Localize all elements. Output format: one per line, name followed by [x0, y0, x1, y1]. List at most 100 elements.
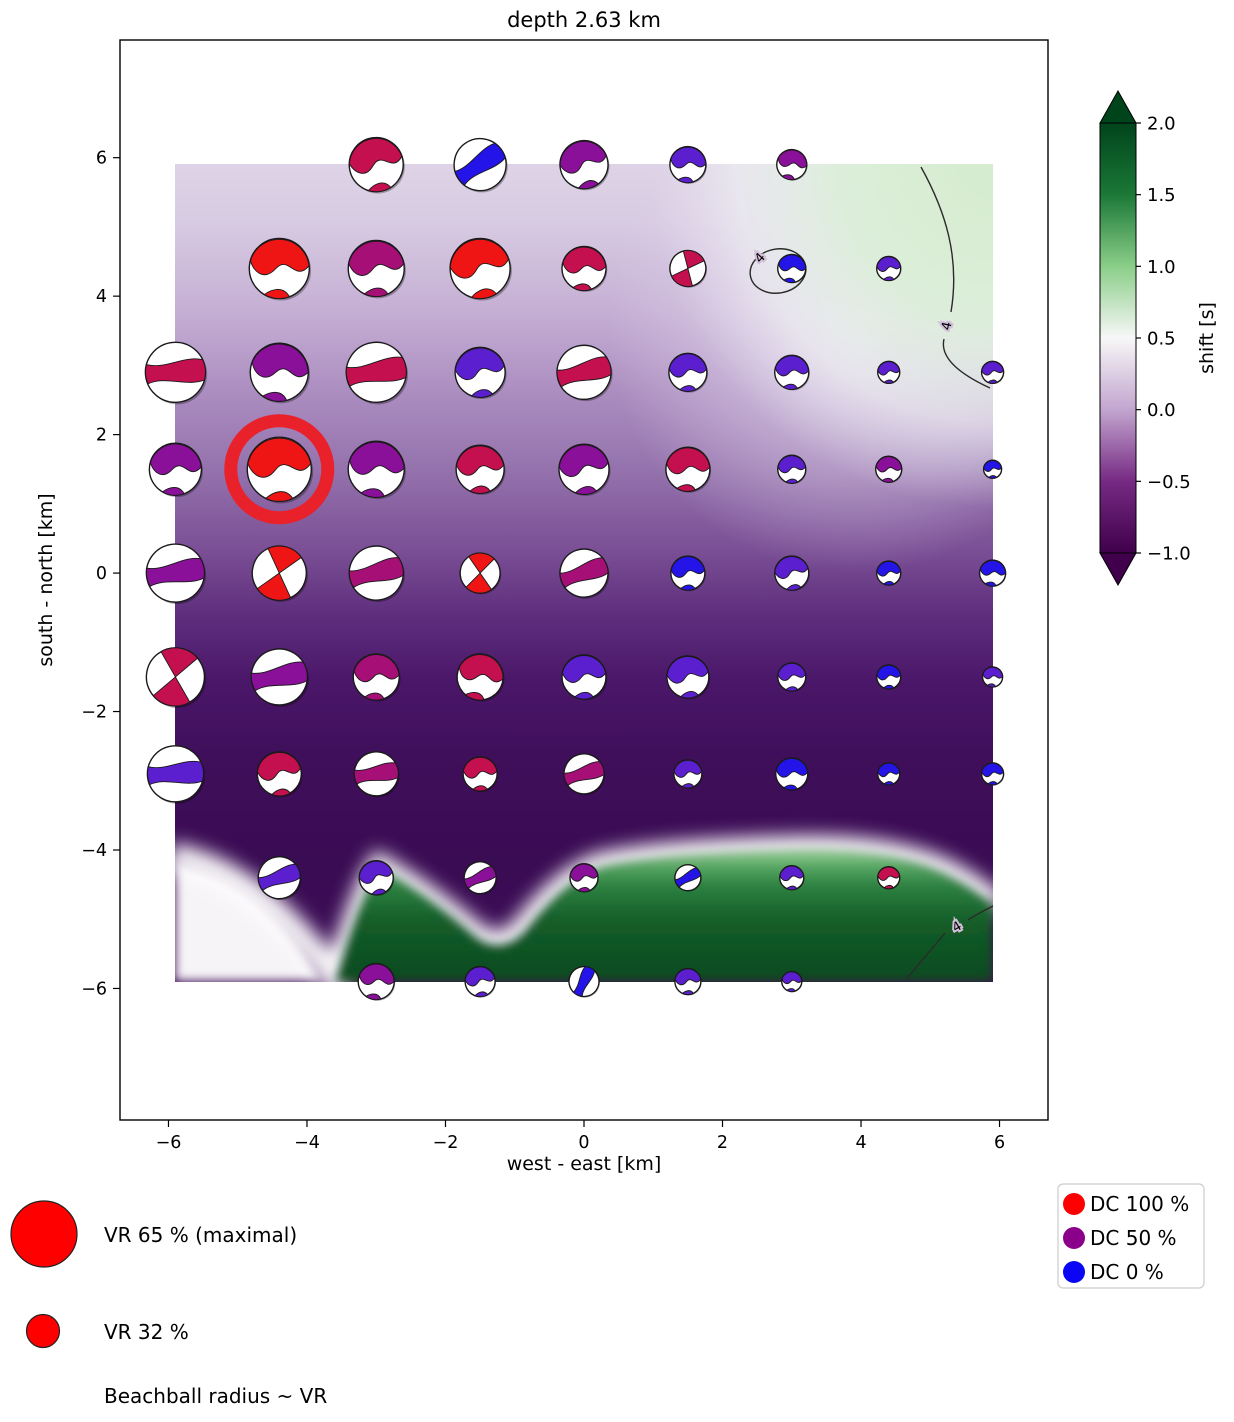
beachball [878, 361, 901, 384]
dc-legend-label: DC 0 % [1090, 1260, 1164, 1284]
colorbar-arrow-up [1099, 89, 1137, 124]
beachball [981, 666, 1004, 689]
beachball [669, 353, 708, 392]
beachball [345, 438, 408, 501]
beachball [556, 136, 613, 193]
colorbar-tick-label: 0.0 [1147, 400, 1176, 421]
beachball [142, 539, 209, 606]
vr-note: Beachball radius ~ VR [104, 1384, 327, 1408]
dc-legend-swatch [1063, 1193, 1085, 1215]
colorbar-ticks: 2.0 1.5 1.0 0.5 0.0 −0.5 −1.0 [1136, 114, 1191, 565]
beachball [674, 760, 703, 789]
y-tick-label: −6 [81, 979, 107, 999]
colorbar-tick-label: −1.0 [1147, 544, 1191, 565]
dc-legend-swatch [1063, 1261, 1085, 1283]
beachball [458, 551, 501, 594]
contour-bottom-right-b [967, 905, 994, 921]
beachball [778, 455, 807, 484]
beachball [778, 663, 807, 692]
y-axis: 6 4 2 0 −2 −4 −6 [81, 149, 120, 999]
beachball [664, 445, 712, 493]
beachball [142, 643, 209, 710]
y-tick-label: −2 [81, 703, 107, 723]
x-tick-label: −6 [156, 1133, 182, 1153]
beachball [351, 652, 401, 702]
colorbar-label: shift [s] [1196, 302, 1218, 374]
vr-legend: VR 65 % (maximal) VR 32 % Beachball radi… [10, 1200, 327, 1408]
beachball [553, 542, 615, 604]
vr-second-label: VR 32 % [104, 1320, 189, 1344]
colorbar-arrow-down [1099, 552, 1137, 587]
x-tick-label: 6 [994, 1133, 1005, 1153]
beachball [246, 339, 313, 406]
y-tick-label: 2 [96, 426, 107, 446]
x-tick-label: −4 [294, 1133, 320, 1153]
beachball [456, 445, 505, 495]
dc-legend-box [1057, 1183, 1205, 1289]
beachball [978, 558, 1008, 588]
beachball [773, 146, 810, 183]
beachball [675, 969, 702, 996]
beachball [774, 757, 809, 792]
beachball [875, 455, 903, 483]
beachball [877, 561, 902, 586]
beachball [351, 748, 402, 799]
beachball [877, 256, 902, 281]
beachball [341, 338, 411, 408]
beachball [780, 866, 805, 891]
highlight-ring [224, 414, 335, 525]
y-tick-label: −4 [81, 841, 107, 861]
contour-bottom-right-a [905, 932, 946, 981]
beachball [560, 245, 608, 293]
dc-legend-label: DC 100 % [1090, 1192, 1189, 1216]
dc-legend-item: DC 50 % [1063, 1226, 1177, 1250]
beachball [444, 128, 516, 200]
x-tick-label: −2 [433, 1133, 459, 1153]
beachball [557, 442, 611, 496]
beachball [773, 354, 810, 391]
beachball [665, 654, 711, 700]
beachball [452, 649, 508, 705]
best-solution-ring [224, 414, 335, 525]
x-axis-label: west - east [km] [507, 1153, 662, 1175]
beachball [246, 540, 312, 606]
beachball [559, 749, 609, 799]
beachball [255, 750, 303, 798]
beachball [446, 235, 514, 303]
x-axis: −6 −4 −2 0 2 4 6 [156, 1120, 1005, 1153]
beachball [776, 252, 808, 284]
y-tick-label: 0 [96, 564, 107, 584]
colorbar-tick-label: 1.5 [1147, 185, 1176, 206]
beachball [453, 345, 507, 399]
beachball [878, 867, 901, 890]
beachball [984, 460, 1003, 479]
colorbar: 2.0 1.5 1.0 0.5 0.0 −0.5 −1.0 shift [s] [1099, 89, 1218, 587]
beachball [562, 655, 607, 701]
beachball [773, 554, 811, 592]
contour-top-right-b [942, 338, 991, 389]
colorbar-tick-label: −0.5 [1147, 472, 1191, 493]
beachball [463, 757, 498, 792]
vr-max-label: VR 65 % (maximal) [104, 1223, 297, 1247]
dc-legend: DC 100 % DC 50 % DC 0 % [1057, 1183, 1205, 1289]
colorbar-bar [1099, 122, 1137, 554]
dc-legend-swatch [1063, 1227, 1085, 1249]
plot-title: depth 2.63 km [507, 8, 661, 32]
contour-top-right-a [920, 166, 955, 313]
beachball [343, 540, 409, 606]
beachball [982, 361, 1005, 384]
dc-legend-item: DC 0 % [1063, 1260, 1164, 1284]
x-tick-label: 4 [855, 1133, 866, 1153]
dc-legend-label: DC 50 % [1090, 1226, 1177, 1250]
beachball [355, 961, 397, 1003]
beachball [668, 144, 709, 185]
beachball [357, 858, 396, 897]
beachball [147, 441, 203, 497]
beachball [982, 763, 1005, 786]
contour-lines [749, 166, 994, 981]
x-tick-label: 2 [717, 1133, 728, 1153]
beachball [878, 763, 901, 786]
beachball [664, 245, 712, 293]
